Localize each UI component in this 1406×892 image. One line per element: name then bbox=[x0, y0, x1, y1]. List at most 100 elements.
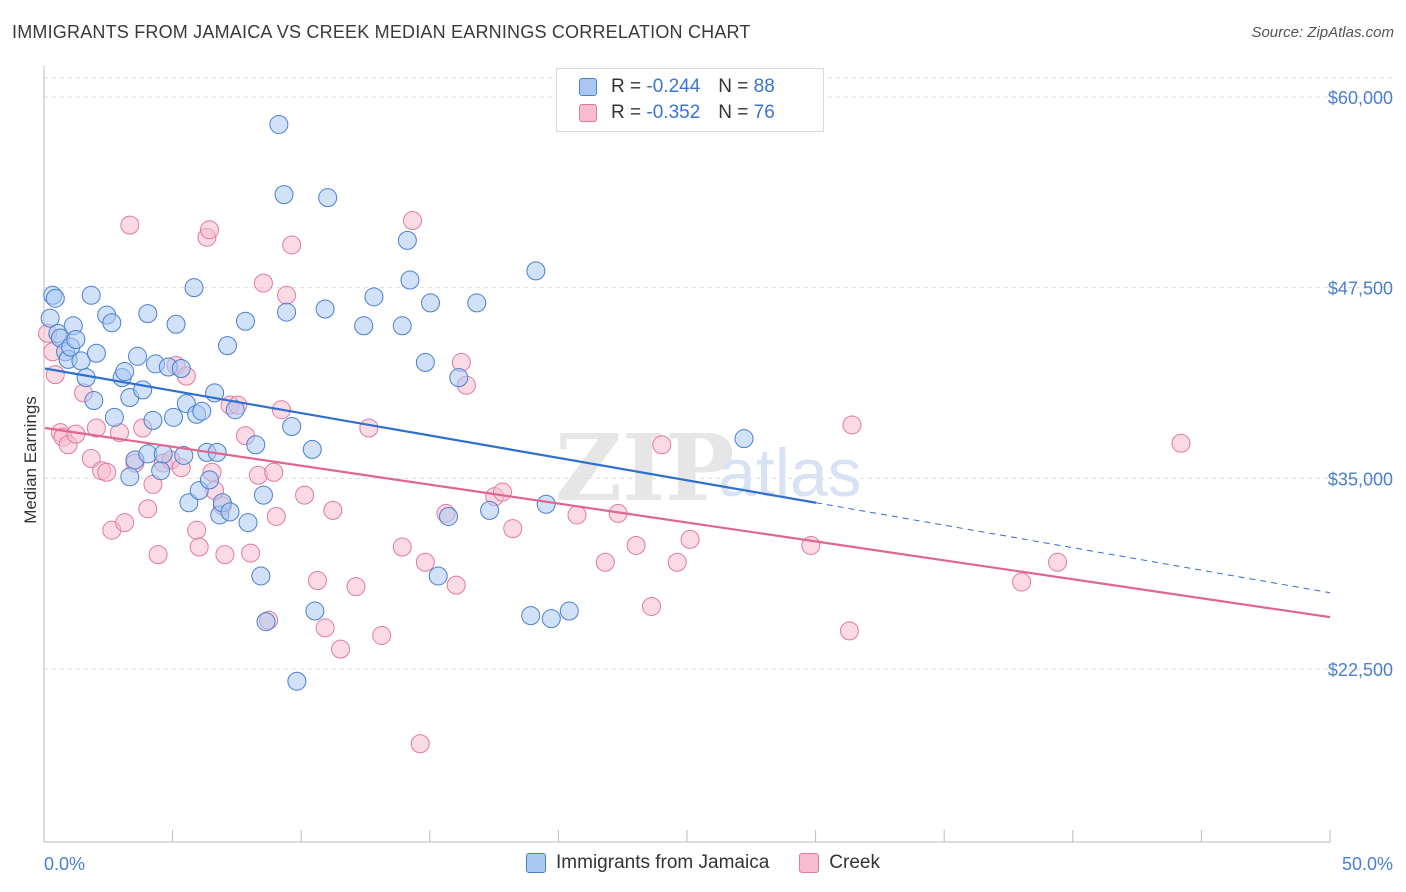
jamaica-points bbox=[40, 114, 754, 691]
data-point bbox=[323, 500, 343, 520]
data-point bbox=[166, 314, 186, 334]
data-point bbox=[192, 401, 212, 421]
data-point bbox=[559, 601, 579, 621]
data-point bbox=[346, 577, 366, 597]
y-axis-label: Median Earnings bbox=[21, 396, 40, 524]
data-point bbox=[536, 494, 556, 514]
data-point bbox=[235, 311, 255, 331]
data-point bbox=[410, 734, 430, 754]
legend-item-creek: Creek bbox=[799, 852, 880, 874]
data-point bbox=[199, 470, 219, 490]
data-point bbox=[282, 235, 302, 255]
data-point bbox=[164, 407, 183, 427]
data-point bbox=[84, 391, 104, 411]
data-point bbox=[274, 185, 294, 205]
data-point bbox=[839, 621, 859, 641]
data-point bbox=[526, 261, 546, 281]
data-point bbox=[128, 346, 148, 366]
data-point bbox=[248, 465, 268, 485]
data-point bbox=[45, 288, 65, 308]
data-point bbox=[480, 500, 500, 520]
data-point bbox=[287, 671, 307, 691]
data-point bbox=[397, 230, 417, 250]
n-value: 88 bbox=[753, 76, 775, 97]
data-point bbox=[307, 571, 327, 591]
data-point bbox=[220, 502, 240, 522]
data-point bbox=[842, 415, 862, 435]
data-point bbox=[171, 359, 191, 379]
stats-legend: R = -0.244 N = 88 R = -0.352 N = 76 bbox=[556, 68, 824, 132]
data-point bbox=[143, 410, 163, 430]
data-point bbox=[626, 535, 646, 555]
data-point bbox=[567, 505, 587, 525]
data-point bbox=[269, 114, 289, 134]
data-point bbox=[277, 302, 297, 322]
data-point bbox=[138, 304, 158, 324]
data-point bbox=[138, 499, 158, 519]
data-point bbox=[642, 596, 662, 616]
data-point bbox=[449, 368, 469, 388]
data-point bbox=[446, 575, 466, 595]
data-point bbox=[1171, 433, 1191, 453]
data-point bbox=[492, 482, 512, 502]
x-tick-min: 0.0% bbox=[44, 854, 85, 874]
data-point bbox=[217, 336, 237, 356]
data-point bbox=[392, 316, 412, 336]
data-point bbox=[652, 435, 672, 455]
data-point bbox=[403, 211, 423, 231]
legend-item-jamaica: Immigrants from Jamaica bbox=[526, 852, 769, 874]
watermark: ZIP atlas bbox=[555, 414, 862, 522]
y-tick-label: $60,000 bbox=[1328, 88, 1393, 108]
source-label: Source: ZipAtlas.com bbox=[1251, 24, 1394, 41]
data-point bbox=[40, 308, 60, 328]
data-point bbox=[179, 493, 199, 513]
data-point bbox=[184, 278, 204, 298]
jamaica-legend-swatch bbox=[526, 853, 547, 873]
y-tick-label: $22,500 bbox=[1328, 660, 1393, 680]
data-point bbox=[266, 506, 286, 526]
watermark-zip: ZIP bbox=[555, 414, 734, 522]
data-point bbox=[428, 566, 448, 586]
legend-label-jamaica: Immigrants from Jamaica bbox=[556, 852, 770, 873]
data-point bbox=[734, 429, 754, 449]
data-point bbox=[81, 285, 101, 305]
y-tick-label: $47,500 bbox=[1328, 279, 1393, 299]
data-point bbox=[264, 462, 284, 482]
data-point bbox=[81, 449, 101, 469]
y-tick-labels: $60,000 $47,500 $35,000 $22,500 bbox=[1328, 88, 1393, 680]
r-label: R = bbox=[611, 76, 642, 97]
series-legend: Immigrants from Jamaica Creek bbox=[0, 852, 1406, 874]
data-point bbox=[667, 552, 687, 572]
grid-lines bbox=[44, 77, 1393, 670]
r-label: R = bbox=[611, 102, 642, 123]
data-point bbox=[251, 566, 271, 586]
data-point bbox=[120, 215, 140, 235]
y-tick-label: $35,000 bbox=[1328, 469, 1393, 489]
data-point bbox=[315, 618, 335, 638]
data-point bbox=[253, 273, 273, 293]
data-point bbox=[421, 293, 440, 313]
data-point bbox=[256, 612, 276, 632]
legend-label-creek: Creek bbox=[829, 852, 880, 873]
r-value: -0.352 bbox=[646, 102, 701, 123]
data-point bbox=[415, 552, 435, 572]
data-point bbox=[305, 601, 325, 621]
data-point bbox=[187, 520, 207, 540]
data-point bbox=[1048, 552, 1068, 572]
data-point bbox=[102, 313, 122, 333]
data-point bbox=[282, 416, 302, 436]
data-point bbox=[115, 362, 135, 382]
data-point bbox=[1012, 572, 1032, 592]
data-point bbox=[66, 330, 86, 350]
legend-row-creek: R = -0.352 N = 76 bbox=[579, 101, 775, 125]
data-point bbox=[331, 639, 351, 659]
data-point bbox=[295, 485, 315, 505]
data-point bbox=[277, 285, 297, 305]
trend-lines bbox=[44, 367, 1331, 619]
data-point bbox=[241, 543, 261, 563]
data-point bbox=[521, 606, 541, 626]
data-point bbox=[595, 552, 615, 572]
data-point bbox=[115, 513, 135, 533]
data-point bbox=[246, 435, 266, 455]
